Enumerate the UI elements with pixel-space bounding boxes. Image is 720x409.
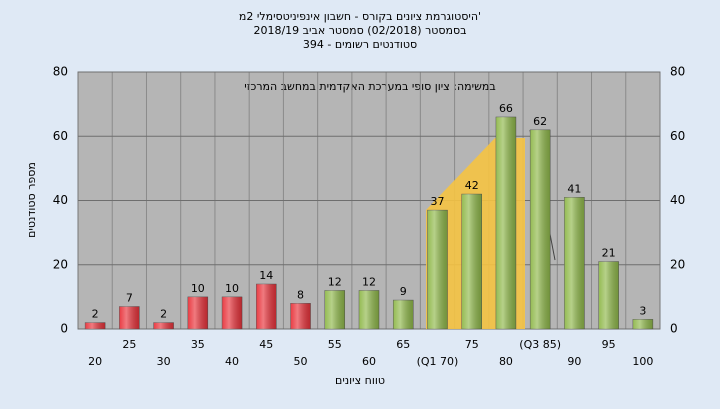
value-label: 12 — [328, 275, 342, 288]
bar-shine — [85, 322, 106, 329]
value-label: 2 — [160, 308, 167, 321]
y-tick-label: 40 — [53, 193, 68, 207]
bar-shine — [530, 129, 551, 329]
value-label: 7 — [126, 292, 133, 305]
x-tick-label: 90 — [567, 355, 581, 368]
x-tick-label: 40 — [225, 355, 239, 368]
y-tick-label: 60 — [53, 129, 68, 143]
x-tick-label: 20 — [88, 355, 102, 368]
bar-shine — [324, 290, 345, 329]
bar-shine — [427, 210, 448, 329]
value-label: 21 — [602, 247, 616, 260]
annotation: במשימה: ציון סופי במערכת האקדמית במחשב ה… — [244, 80, 495, 93]
bar-shine — [119, 306, 140, 329]
bar-shine — [393, 300, 414, 329]
x-tick-label: 75 — [465, 338, 479, 351]
x-tick-label: 95 — [602, 338, 616, 351]
y-tick-label: 80 — [53, 65, 68, 79]
value-label: 66 — [499, 102, 513, 115]
value-label: 9 — [400, 285, 407, 298]
value-label: 10 — [191, 282, 205, 295]
value-label: 37 — [430, 195, 444, 208]
x-tick-label: 30 — [157, 355, 171, 368]
x-tick-label: (Q1 70) — [417, 355, 459, 368]
value-label: 2 — [92, 308, 99, 321]
x-tick-label: 65 — [396, 338, 410, 351]
value-label: 8 — [297, 288, 304, 301]
bar-shine — [598, 261, 619, 329]
x-tick-label: 60 — [362, 355, 376, 368]
x-tick-label: 80 — [499, 355, 513, 368]
value-label: 3 — [639, 304, 646, 317]
bar-shine — [461, 194, 482, 329]
y2-tick-label: 20 — [670, 257, 685, 271]
bar-shine — [632, 319, 653, 329]
y2-tick-label: 40 — [670, 193, 685, 207]
y-tick-label: 20 — [53, 257, 68, 271]
value-label: 41 — [567, 182, 581, 195]
x-tick-label: 45 — [259, 338, 273, 351]
y-axis-label: מספר סטודנטים — [25, 162, 38, 238]
bar-shine — [222, 296, 243, 329]
bar-shine — [359, 290, 379, 329]
y2-tick-label: 60 — [670, 129, 685, 143]
x-tick-label: 55 — [328, 338, 342, 351]
value-label: 42 — [465, 179, 479, 192]
value-label: 14 — [259, 269, 273, 282]
bar-shine — [564, 197, 585, 329]
x-tick-label: 25 — [122, 338, 136, 351]
bar-shine — [290, 303, 311, 329]
bar-shine — [495, 116, 516, 329]
chart-title: היסטוגרמת ציונים בקורס - חשבון אינפיניטס… — [239, 10, 481, 23]
bar-shine — [187, 296, 208, 329]
x-tick-label: (Q3 85) — [519, 338, 561, 351]
x-axis-label: טווח ציונים — [335, 374, 385, 387]
value-label: 12 — [362, 275, 376, 288]
bar-shine — [153, 322, 174, 329]
y2-tick-label: 80 — [670, 65, 685, 79]
x-tick-label: 50 — [294, 355, 308, 368]
y-tick-label: 0 — [60, 322, 68, 336]
y2-tick-label: 0 — [670, 322, 678, 336]
x-tick-label: 100 — [632, 355, 653, 368]
chart-subtitle: 394 - סטודנטים רשומים — [303, 38, 417, 51]
value-label: 10 — [225, 282, 239, 295]
value-label: 62 — [533, 115, 547, 128]
x-tick-label: 35 — [191, 338, 205, 351]
chart-subtitle: בסמסטר (02/2018) סמסטר אביב 2018/19 — [253, 24, 466, 37]
bar-shine — [256, 284, 277, 329]
